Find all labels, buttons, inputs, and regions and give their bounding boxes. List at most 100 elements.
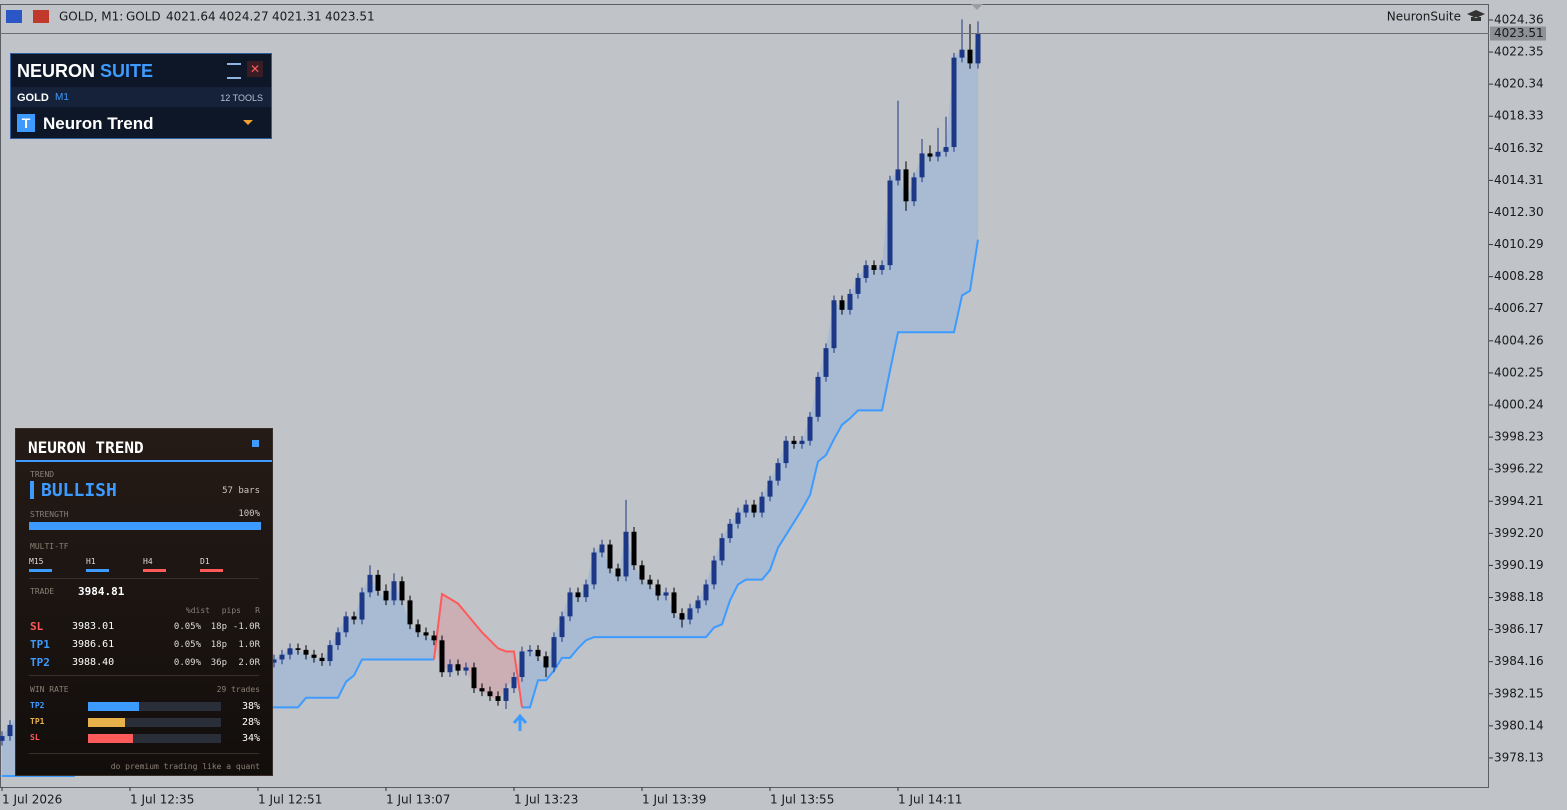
- candle-body: [839, 300, 845, 310]
- level-r: -1.0R: [232, 622, 260, 632]
- candle-body: [679, 613, 685, 620]
- candle-body: [895, 169, 901, 181]
- candle-body: [639, 565, 645, 580]
- candle-body: [311, 654, 317, 658]
- candle-body: [271, 659, 277, 663]
- candle-body: [559, 616, 565, 638]
- candle-body: [655, 584, 661, 596]
- y-tick-label: 4008.28: [1494, 269, 1544, 283]
- candle-body: [455, 664, 461, 671]
- win-bar: [88, 718, 126, 727]
- panel-title: NEURON TREND: [28, 438, 144, 457]
- candle-body: [807, 416, 813, 441]
- win-track: [88, 718, 221, 727]
- level-dist: 0.05%: [173, 640, 201, 650]
- trend-stop-line: [522, 239, 979, 709]
- y-tick-label: 3984.16: [1494, 654, 1544, 668]
- candle-body: [959, 49, 965, 58]
- y-tick-label: 4024.36: [1494, 12, 1544, 26]
- candle-body: [847, 293, 853, 310]
- candle-body: [591, 552, 597, 585]
- trend-area: [434, 594, 522, 708]
- plot-frame: [0, 4, 1489, 788]
- candle-body: [503, 688, 509, 701]
- dropdown-arrow[interactable]: [243, 120, 253, 125]
- candle-body: [519, 651, 525, 678]
- y-tick-label: 4016.32: [1494, 141, 1544, 155]
- candle-body: [615, 568, 621, 577]
- tf: H4: [143, 557, 153, 566]
- candle-body: [463, 667, 469, 671]
- candle-body: [359, 592, 365, 620]
- win-value: 34%: [241, 733, 260, 744]
- current-price-label: 4023.51: [1494, 26, 1544, 40]
- candle-body: [799, 440, 805, 444]
- candle-body: [511, 677, 517, 689]
- ohlc-high: 4024.27: [219, 10, 269, 24]
- tf-bar: [86, 569, 109, 572]
- y-tick-label: 4002.25: [1494, 365, 1544, 379]
- candle-body: [879, 265, 885, 270]
- tool-icon: T: [17, 114, 35, 132]
- trend-marker: [30, 481, 34, 499]
- separator: [29, 675, 259, 676]
- symbol: GOLD: [17, 92, 49, 104]
- status-dot: [252, 440, 259, 447]
- info-row: [11, 87, 271, 107]
- suite-panel: NEURON SUITE ✕ GOLD M1 12 TOOLS T Neuron…: [10, 53, 272, 139]
- win-bar: [88, 702, 139, 711]
- tf: D1: [200, 557, 210, 566]
- current-price-box: [1490, 26, 1546, 41]
- strength-value: 100%: [238, 509, 260, 519]
- strength-label: STRENGTH: [30, 510, 69, 519]
- level-name: TP2: [30, 656, 50, 669]
- settings-button[interactable]: [227, 63, 241, 79]
- candle-body: [399, 581, 405, 601]
- win-track: [88, 702, 221, 711]
- y-tick-label: 4022.35: [1494, 45, 1544, 59]
- candle-body: [487, 691, 493, 697]
- candle-body: [647, 579, 653, 585]
- x-tick-label: 1 Jul 13:07: [386, 793, 450, 807]
- x-tick-label: 1 Jul 13:39: [642, 793, 706, 807]
- level-price: 3986.61: [72, 639, 115, 650]
- col-head: %dist: [185, 606, 210, 615]
- y-tick-label: 4004.26: [1494, 333, 1544, 347]
- candle-body: [447, 664, 453, 673]
- candle-body: [567, 592, 573, 617]
- close-button[interactable]: ✕: [247, 61, 263, 77]
- candle-body: [279, 654, 285, 660]
- candle-body: [791, 440, 797, 444]
- candle-body: [0, 736, 5, 741]
- multi-tf-label: MULTI-TF: [30, 542, 69, 551]
- win-value: 28%: [241, 717, 260, 728]
- win-name: TP2: [30, 701, 45, 710]
- level-pips: 36p: [210, 658, 227, 668]
- candle-body: [831, 300, 837, 349]
- candle-body: [351, 616, 357, 620]
- timeframe: M1: [55, 92, 69, 103]
- separator: [29, 753, 259, 754]
- y-tick-label: 3994.21: [1494, 494, 1544, 508]
- y-tick-label: 3982.15: [1494, 686, 1544, 700]
- candle-body: [375, 574, 381, 591]
- y-tick-label: 4010.29: [1494, 237, 1544, 251]
- candle-body: [871, 265, 877, 270]
- y-tick-label: 3990.19: [1494, 558, 1544, 572]
- tool-selector[interactable]: Neuron Trend: [43, 114, 154, 133]
- footer: do premium trading like a quant: [110, 762, 260, 771]
- candle-body: [551, 637, 557, 668]
- brand: NEURON SUITE: [17, 61, 153, 82]
- level-r: 1.0R: [238, 640, 260, 650]
- x-tick-label: 1 Jul 14:11: [898, 793, 962, 807]
- tf: H1: [86, 557, 96, 566]
- separator: [29, 578, 259, 579]
- candle-body: [775, 463, 781, 481]
- win-name: TP1: [30, 717, 45, 726]
- candle-body: [391, 581, 397, 601]
- x-tick-label: 1 Jul 13:55: [770, 793, 834, 807]
- strength-track: [29, 522, 261, 530]
- level-pips: 18p: [210, 640, 227, 650]
- candle-body: [599, 544, 605, 553]
- ohlc-open: 4021.64: [166, 10, 216, 24]
